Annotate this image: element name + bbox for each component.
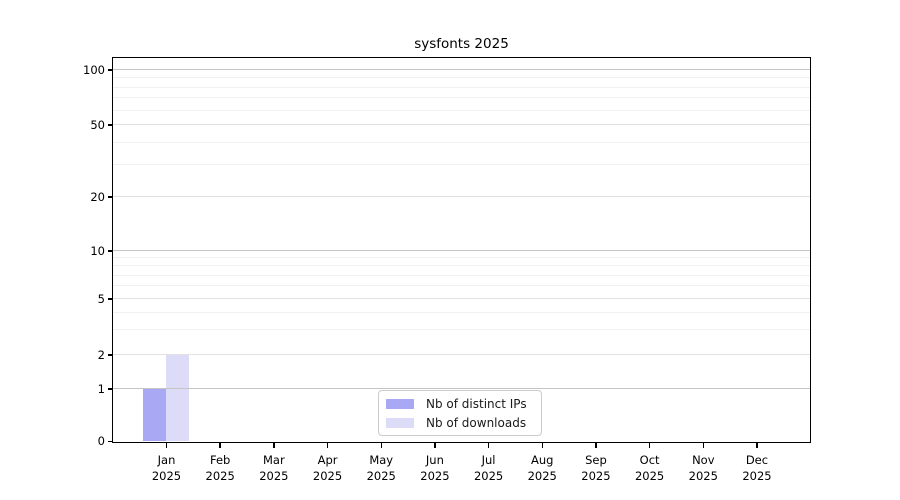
x-tick-jun [434, 443, 436, 448]
y-tick-label-2: 2 [97, 347, 105, 362]
gridline-40 [113, 141, 810, 143]
x-tick-month: Jun [425, 453, 444, 467]
x-tick-label-may: May 2025 [350, 452, 412, 484]
x-tick-nov [702, 443, 704, 448]
gridline-60 [113, 109, 810, 111]
legend-swatch-distinct-ips [386, 398, 414, 409]
bar-jan-distinct-ips [143, 388, 166, 441]
gridline-10 [113, 250, 810, 251]
x-tick-may [380, 443, 382, 448]
gridline-90 [113, 77, 810, 79]
x-tick-year: 2025 [420, 469, 450, 483]
x-tick-jul [487, 443, 490, 448]
x-tick-label-nov: Nov 2025 [672, 452, 734, 484]
x-tick-year: 2025 [688, 469, 718, 483]
gridline-3 [113, 329, 810, 331]
gridlines-layer [113, 58, 810, 442]
x-tick-month: Jan [157, 453, 176, 467]
bars-layer [113, 58, 810, 442]
x-tick-dec [756, 443, 758, 448]
x-tick-label-jan: Jan 2025 [136, 452, 198, 484]
y-tick-label-1: 1 [97, 381, 105, 396]
gridline-20 [113, 196, 810, 197]
x-tick-label-sep: Sep 2025 [565, 452, 627, 484]
x-tick-sep [595, 443, 597, 448]
legend-item-downloads: Nb of downloads [379, 413, 541, 432]
y-tick-50 [108, 124, 113, 126]
x-tick-month: Feb [209, 453, 231, 467]
gridline-70 [113, 97, 810, 99]
legend: Nb of distinct IPs Nb of downloads [378, 390, 542, 436]
y-tick-label-20: 20 [90, 189, 105, 204]
gridline-100 [113, 69, 810, 70]
gridline-6 [113, 285, 810, 287]
y-tick-0 [108, 440, 113, 443]
y-tick-10 [108, 250, 113, 252]
y-tick-label-0: 0 [97, 434, 105, 448]
x-tick-aug [541, 443, 543, 448]
plot-area [112, 57, 811, 443]
gridline-8 [113, 265, 810, 267]
x-tick-feb [219, 443, 221, 448]
x-tick-year: 2025 [473, 469, 504, 483]
gridline-7 [113, 274, 810, 276]
x-tick-year: 2025 [312, 469, 343, 483]
legend-label: Nb of distinct IPs [426, 396, 527, 411]
x-tick-label-dec: Dec 2025 [726, 452, 788, 484]
y-tick-5 [108, 298, 113, 300]
x-tick-label-feb: Feb 2025 [189, 452, 251, 484]
gridline-4 [113, 311, 810, 313]
x-tick-month: Jul [481, 453, 496, 467]
y-tick-1 [108, 388, 113, 390]
x-tick-month: Aug [531, 453, 554, 467]
x-tick-oct [648, 443, 651, 448]
x-tick-label-aug: Aug 2025 [511, 452, 573, 484]
y-tick-label-50: 50 [90, 117, 105, 132]
x-tick-month: Nov [692, 453, 715, 467]
gridline-30 [113, 164, 810, 166]
x-tick-label-oct: Oct 2025 [619, 452, 681, 484]
gridline-80 [113, 86, 810, 88]
y-tick-20 [108, 196, 113, 198]
x-tick-label-jul: Jul 2025 [458, 452, 520, 484]
x-tick-year: 2025 [366, 469, 396, 483]
gridline-50 [113, 124, 810, 125]
x-tick-year: 2025 [527, 469, 557, 483]
gridline-9 [113, 257, 810, 259]
legend-label: Nb of downloads [426, 415, 527, 430]
x-tick-apr [326, 443, 329, 448]
legend-swatch-downloads [386, 417, 414, 428]
x-tick-month: Apr [317, 453, 338, 467]
y-tick-2 [108, 354, 113, 356]
y-tick-label-100: 100 [83, 62, 105, 77]
legend-item-distinct-ips: Nb of distinct IPs [379, 394, 541, 413]
x-tick-month: Sep [585, 453, 607, 467]
x-tick-label-mar: Mar 2025 [243, 452, 305, 484]
y-tick-100 [108, 69, 113, 71]
x-tick-month: May [369, 453, 394, 467]
gridline-2 [113, 354, 810, 355]
x-tick-mar [273, 443, 275, 448]
y-tick-label-5: 5 [97, 291, 105, 306]
x-tick-month: Mar [263, 453, 285, 467]
x-tick-year: 2025 [151, 469, 182, 483]
x-tick-year: 2025 [742, 469, 772, 483]
x-tick-month: Oct [639, 453, 660, 467]
x-tick-year: 2025 [634, 469, 665, 483]
gridline-1 [113, 388, 810, 389]
x-tick-month: Dec [745, 453, 769, 467]
bar-jan-downloads [166, 354, 189, 441]
x-tick-year: 2025 [259, 469, 289, 483]
x-tick-year: 2025 [205, 469, 235, 483]
x-tick-label-jun: Jun 2025 [404, 452, 466, 484]
x-tick-jan [165, 443, 168, 448]
gridline-5 [113, 298, 810, 299]
y-tick-label-10: 10 [90, 243, 105, 258]
x-tick-label-apr: Apr 2025 [297, 452, 359, 484]
x-tick-year: 2025 [581, 469, 611, 483]
chart-title: sysfonts 2025 [414, 36, 509, 52]
